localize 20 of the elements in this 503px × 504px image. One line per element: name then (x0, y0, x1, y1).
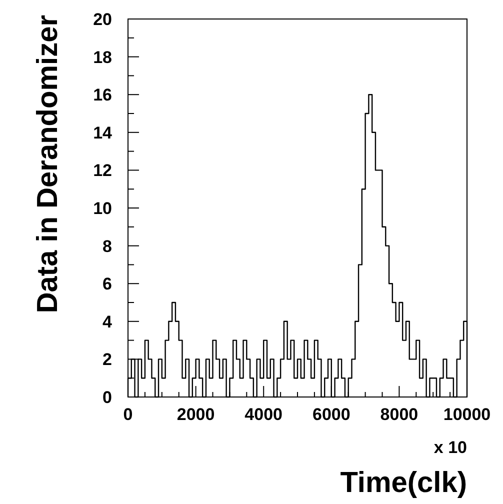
x-tick-label: 0 (123, 405, 133, 424)
y-tick-label: 2 (102, 350, 112, 370)
y-axis-title: Data in Derandomizer (32, 15, 64, 314)
y-tick-label: 10 (93, 199, 112, 218)
x-tick-label: 10000 (443, 405, 491, 424)
y-tick-label: 18 (93, 48, 112, 67)
y-tick-label: 6 (102, 274, 112, 294)
y-tick-label: 14 (93, 123, 113, 142)
x-axis-title: Time(clk) (340, 467, 467, 499)
y-tick-label: 16 (93, 86, 112, 105)
y-tick-label: 20 (93, 10, 112, 29)
y-tick-label: 12 (93, 161, 112, 180)
y-tick-label: 8 (102, 236, 112, 256)
x-tick-label: 2000 (176, 405, 215, 424)
text: x 10 (434, 438, 467, 457)
x-tick-label: 8000 (380, 405, 418, 424)
y-tick-label: 0 (102, 388, 112, 407)
x-tick-label: 6000 (312, 405, 350, 424)
x-tick-label: 4000 (244, 405, 283, 424)
y-tick-label: 4 (102, 312, 113, 332)
